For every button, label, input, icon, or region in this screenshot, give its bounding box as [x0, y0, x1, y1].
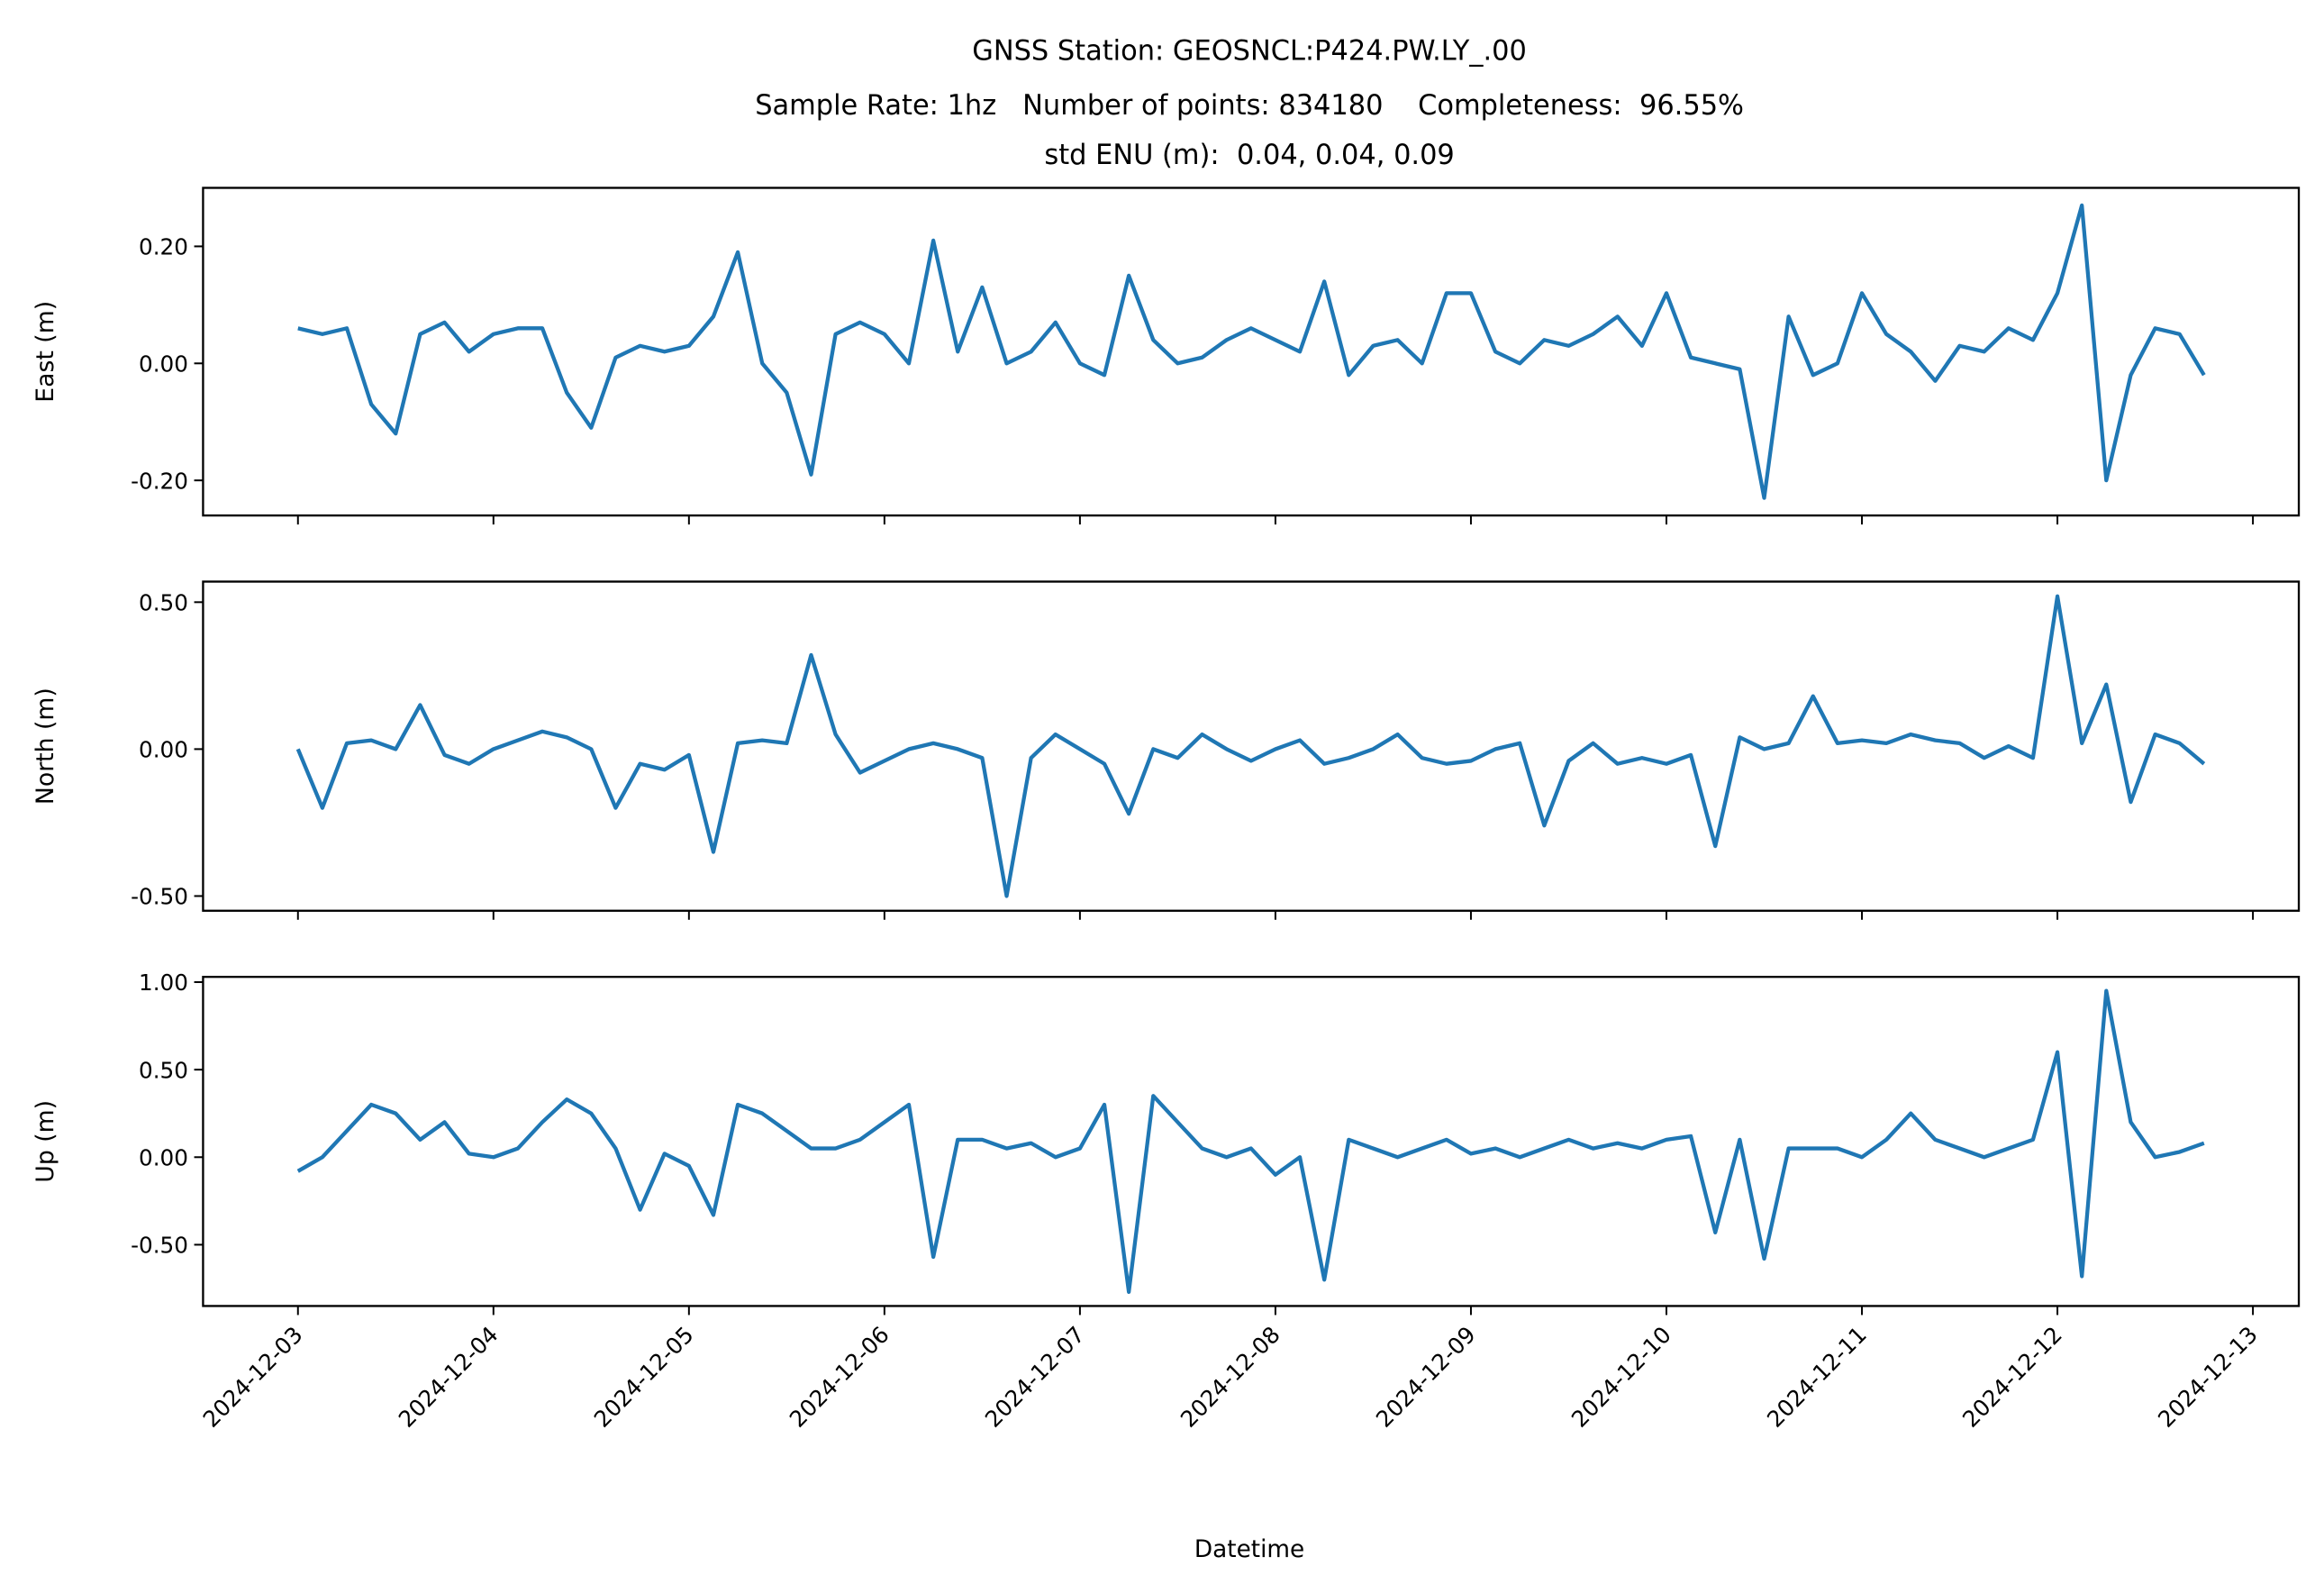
y-tick-label: 0.50: [139, 589, 188, 615]
series-line: [295, 594, 2206, 898]
y-tick-label: 0.00: [139, 351, 188, 377]
y-tick-label: -0.20: [131, 468, 188, 494]
y-axis-label: Up (m): [32, 1100, 59, 1183]
x-axis-label: Datetime: [1194, 1535, 1304, 1563]
axes-frame: [202, 187, 2301, 517]
y-tick-label: 0.50: [139, 1057, 188, 1083]
title-line: GNSS Station: GEOSNCL:P424.PW.LY_.00: [972, 36, 1527, 68]
title-line: std ENU (m): 0.04, 0.04, 0.09: [1044, 140, 1454, 171]
y-axis-label: North (m): [32, 687, 59, 805]
series-line: [297, 203, 2206, 500]
y-tick-label: 1.00: [139, 970, 188, 996]
y-tick-label: -0.50: [131, 1232, 188, 1258]
axes-frame: [202, 975, 2301, 1307]
y-axis-label: East (m): [32, 301, 59, 403]
y-tick-label: 0.20: [139, 233, 188, 259]
y-tick-label: 0.00: [139, 1144, 188, 1170]
series-line: [296, 988, 2205, 1295]
y-tick-label: 0.00: [139, 736, 188, 762]
axes-frame: [202, 580, 2301, 912]
y-tick-label: -0.50: [131, 883, 188, 909]
title-line: Sample Rate: 1hz Number of points: 83418…: [755, 90, 1744, 122]
